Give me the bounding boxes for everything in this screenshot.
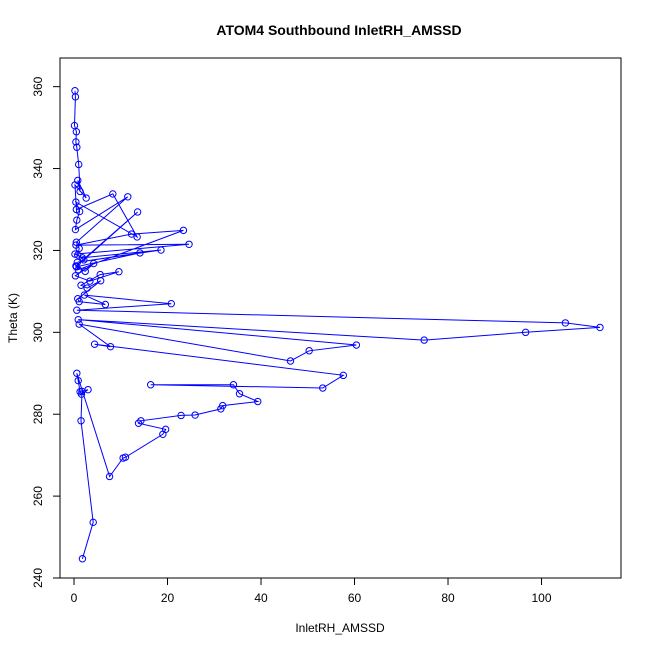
y-tick-label: 320: [31, 240, 45, 260]
data-point: [286, 357, 295, 365]
y-tick-label: 260: [31, 486, 45, 506]
data-point: [72, 238, 81, 246]
data-point: [77, 281, 85, 289]
data-point: [75, 207, 84, 216]
series-points: [70, 87, 604, 563]
x-axis-label: InletRH_AMSSD: [295, 621, 385, 635]
data-point: [115, 268, 123, 276]
data-point: [217, 405, 225, 413]
data-point: [319, 384, 327, 392]
data-point: [229, 381, 238, 389]
data-point: [90, 340, 99, 348]
data-point: [80, 291, 89, 299]
data-point: [136, 249, 144, 257]
data-point: [74, 315, 82, 324]
x-tick-label: 80: [441, 591, 455, 605]
y-axis-ticks: 240 260 280 300 320 340 360: [31, 76, 60, 588]
data-point: [75, 320, 83, 328]
data-point: [179, 226, 188, 235]
data-point: [74, 376, 82, 385]
data-point: [561, 319, 570, 327]
data-point: [71, 250, 79, 258]
data-point: [157, 246, 165, 254]
data-point: [177, 411, 185, 420]
data-point: [137, 417, 145, 425]
data-point: [159, 430, 167, 438]
data-point: [127, 230, 136, 238]
plot-frame: [59, 57, 622, 579]
data-point: [596, 323, 604, 332]
data-point: [101, 300, 110, 309]
data-point: [106, 342, 115, 351]
data-point: [133, 208, 142, 216]
data-point: [72, 263, 81, 271]
data-point: [77, 417, 85, 425]
x-tick-label: 0: [71, 591, 78, 605]
series-line-0: [73, 90, 601, 559]
data-point: [71, 225, 80, 234]
data-point: [78, 254, 87, 262]
data-point: [133, 233, 141, 241]
data-point: [109, 190, 117, 198]
data-point: [72, 138, 80, 146]
data-point: [89, 259, 98, 268]
data-point: [185, 240, 193, 248]
data-point: [73, 369, 81, 377]
x-axis-ticks: 0 20 40 60 80 100: [71, 578, 552, 605]
y-tick-label: 360: [31, 76, 45, 96]
data-point: [72, 241, 80, 249]
data-point: [83, 284, 91, 292]
data-point: [73, 306, 81, 314]
data-point: [71, 272, 80, 280]
data-point: [76, 187, 84, 196]
data-point: [71, 93, 80, 101]
data-point: [75, 297, 83, 306]
y-tick-label: 240: [31, 568, 45, 588]
y-tick-label: 280: [31, 404, 45, 424]
x-tick-label: 20: [161, 591, 175, 605]
data-point: [146, 381, 155, 389]
data-point: [352, 341, 361, 349]
chart-title: ATOM4 Southbound InletRH_AMSSD: [216, 22, 461, 38]
x-tick-label: 40: [254, 591, 268, 605]
data-point: [339, 371, 348, 380]
data-point: [89, 518, 97, 527]
data-point: [134, 419, 143, 427]
y-axis-label: Theta (K): [6, 293, 20, 343]
data-point: [420, 336, 428, 344]
data-point: [78, 555, 87, 563]
data-point: [191, 411, 199, 419]
data-point: [72, 198, 80, 206]
data-point: [73, 216, 81, 224]
data-point: [235, 390, 244, 398]
y-tick-label: 300: [31, 322, 45, 342]
data-point: [167, 299, 175, 308]
x-tick-label: 100: [532, 591, 552, 605]
data-point: [86, 277, 94, 285]
data-point: [71, 181, 79, 189]
series-lines: [73, 90, 601, 559]
data-point: [521, 328, 530, 337]
data-point: [305, 347, 313, 355]
data-point: [124, 193, 132, 201]
y-tick-label: 340: [31, 158, 45, 178]
data-point: [96, 277, 105, 285]
data-point: [105, 472, 114, 481]
data-point: [75, 160, 83, 169]
data-point: [80, 256, 88, 264]
data-point: [73, 143, 81, 151]
x-tick-label: 60: [348, 591, 362, 605]
data-point: [81, 267, 89, 276]
data-point: [73, 258, 81, 267]
data-point: [77, 390, 86, 398]
data-point: [119, 454, 127, 462]
data-point: [254, 397, 262, 406]
data-point: [72, 128, 81, 136]
data-point: [78, 387, 86, 395]
data-point: [82, 194, 90, 202]
